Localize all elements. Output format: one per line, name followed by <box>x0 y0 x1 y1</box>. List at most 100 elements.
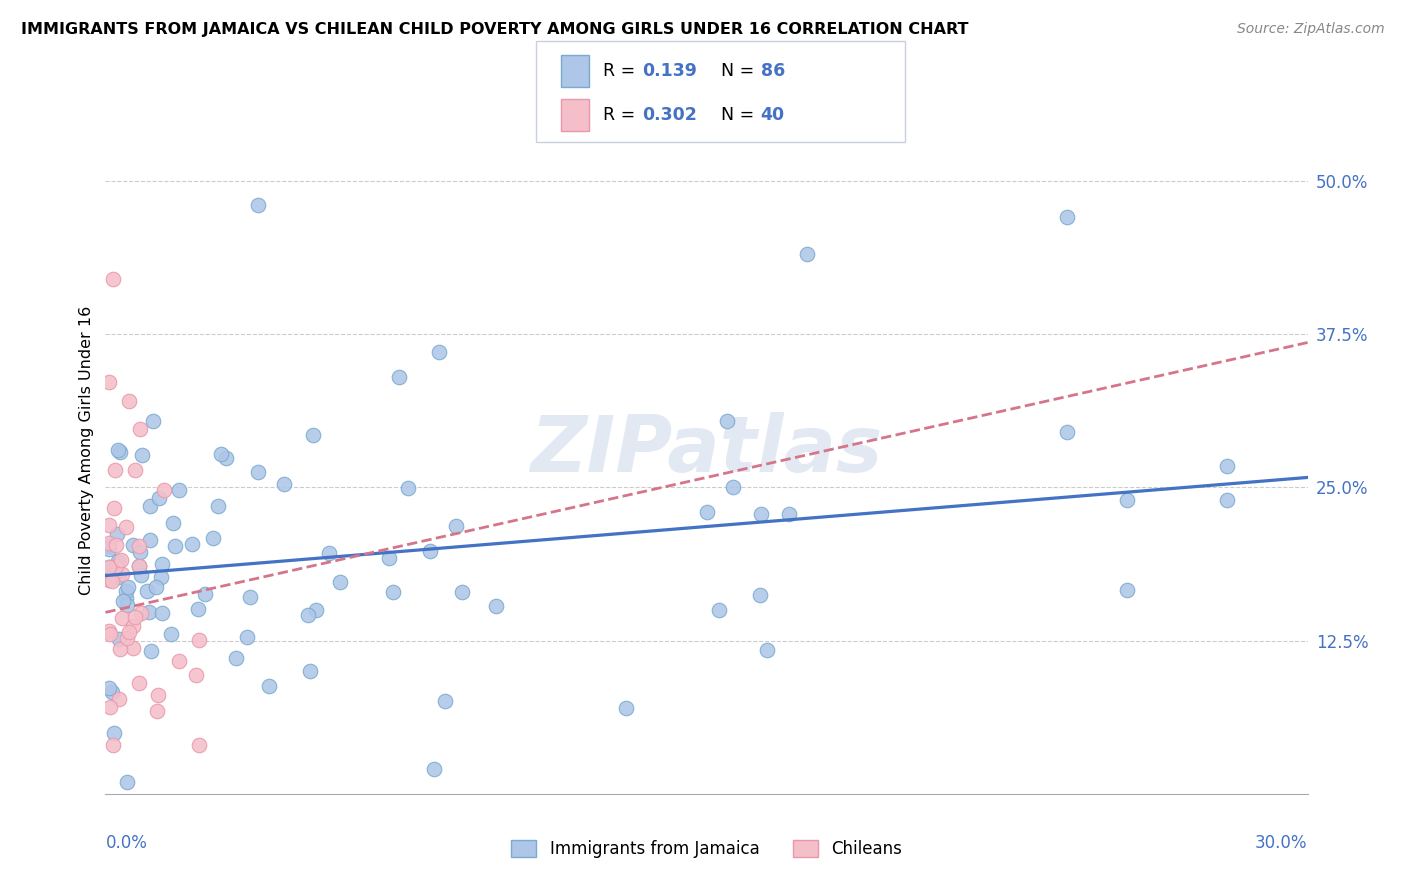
Text: Source: ZipAtlas.com: Source: ZipAtlas.com <box>1237 22 1385 37</box>
Point <box>246 198 269 212</box>
Point <box>139 644 162 658</box>
Point <box>215 450 238 465</box>
Point <box>188 738 211 752</box>
Point <box>388 370 411 384</box>
Point <box>382 585 405 599</box>
Point <box>194 586 217 600</box>
Point <box>318 545 340 559</box>
Point <box>145 580 167 594</box>
Text: N =: N = <box>721 62 761 79</box>
Point <box>105 538 128 552</box>
Point <box>297 607 319 622</box>
Point <box>98 624 121 638</box>
Point <box>142 414 165 428</box>
Point <box>1056 211 1078 225</box>
Point <box>115 631 138 645</box>
Point <box>378 551 401 566</box>
Point <box>188 633 211 648</box>
Point <box>239 591 262 605</box>
Point <box>98 542 121 557</box>
Point <box>444 519 467 533</box>
Point <box>98 536 121 550</box>
Point <box>98 517 121 532</box>
Point <box>1056 425 1078 440</box>
Point <box>128 558 150 573</box>
Point <box>778 508 800 522</box>
Point <box>181 537 204 551</box>
Point <box>104 559 127 574</box>
Point <box>107 442 129 457</box>
Point <box>148 491 170 505</box>
Point <box>111 567 134 582</box>
Text: 86: 86 <box>761 62 785 79</box>
Text: 40: 40 <box>761 106 785 124</box>
Point <box>419 544 441 558</box>
Point <box>131 448 153 462</box>
Point <box>246 465 269 479</box>
Text: 30.0%: 30.0% <box>1256 834 1308 852</box>
Text: ZIPatlas: ZIPatlas <box>530 412 883 489</box>
Point <box>98 559 121 574</box>
Point <box>225 651 247 665</box>
Point <box>423 762 446 776</box>
Point <box>150 557 173 571</box>
Point <box>129 568 152 582</box>
Point <box>103 271 125 285</box>
Point <box>153 483 176 498</box>
Point <box>169 483 191 497</box>
Point <box>115 584 138 599</box>
Point <box>163 539 186 553</box>
Text: IMMIGRANTS FROM JAMAICA VS CHILEAN CHILD POVERTY AMONG GIRLS UNDER 16 CORRELATIO: IMMIGRANTS FROM JAMAICA VS CHILEAN CHILD… <box>21 22 969 37</box>
Point <box>104 462 127 476</box>
Point <box>108 691 131 706</box>
Point <box>129 606 152 620</box>
Point <box>98 560 121 574</box>
Point <box>100 684 122 698</box>
Point <box>138 605 160 619</box>
Point <box>128 559 150 574</box>
Point <box>755 642 778 657</box>
Point <box>187 602 209 616</box>
Point <box>107 554 129 568</box>
Point <box>159 627 181 641</box>
Y-axis label: Child Poverty Among Girls Under 16: Child Poverty Among Girls Under 16 <box>79 306 94 595</box>
Point <box>1216 458 1239 473</box>
Point <box>103 567 125 582</box>
Point <box>98 540 121 554</box>
Legend: Immigrants from Jamaica, Chileans: Immigrants from Jamaica, Chileans <box>505 833 908 864</box>
Point <box>721 479 744 493</box>
Point <box>209 447 232 461</box>
Point <box>716 414 738 428</box>
Point <box>696 505 718 519</box>
Point <box>98 681 121 695</box>
Point <box>122 538 145 552</box>
Point <box>396 481 419 495</box>
Point <box>139 500 162 514</box>
Point <box>108 632 131 646</box>
Point <box>115 591 138 605</box>
Point <box>259 679 281 693</box>
Point <box>124 463 146 477</box>
Point <box>434 694 457 708</box>
Point <box>110 641 132 656</box>
Point <box>118 624 141 639</box>
Text: 0.302: 0.302 <box>643 106 697 124</box>
Point <box>122 619 145 633</box>
Point <box>115 520 138 534</box>
Point <box>149 570 172 584</box>
Point <box>150 606 173 620</box>
Point <box>107 570 129 584</box>
Point <box>128 540 150 554</box>
Point <box>138 533 160 547</box>
Point <box>484 599 506 614</box>
Point <box>186 667 208 681</box>
Text: 0.139: 0.139 <box>643 62 697 79</box>
Point <box>749 507 772 521</box>
Point <box>305 603 328 617</box>
Point <box>101 574 124 588</box>
Point <box>117 598 139 612</box>
Point <box>1116 583 1139 598</box>
Point <box>98 627 121 641</box>
Point <box>162 516 184 531</box>
Point <box>124 609 146 624</box>
